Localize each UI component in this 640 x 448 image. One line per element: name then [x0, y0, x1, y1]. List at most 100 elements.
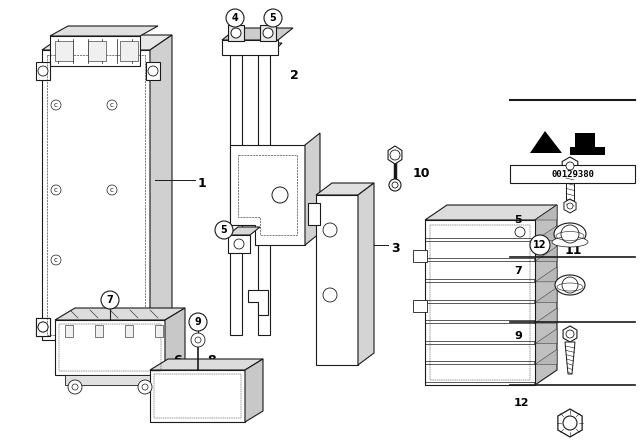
Circle shape	[107, 100, 117, 110]
FancyBboxPatch shape	[42, 50, 150, 340]
Text: 7: 7	[107, 295, 113, 305]
Circle shape	[107, 185, 117, 195]
Text: 10: 10	[413, 167, 431, 180]
Polygon shape	[563, 326, 577, 342]
Circle shape	[138, 380, 152, 394]
FancyBboxPatch shape	[146, 62, 160, 80]
Polygon shape	[230, 43, 254, 55]
Polygon shape	[562, 157, 578, 175]
Circle shape	[189, 313, 207, 331]
Polygon shape	[425, 205, 557, 220]
Text: 1: 1	[198, 177, 207, 190]
Polygon shape	[248, 290, 268, 315]
Text: 11: 11	[565, 244, 582, 257]
Polygon shape	[535, 205, 557, 385]
Text: 5: 5	[269, 13, 276, 23]
Polygon shape	[358, 183, 374, 365]
FancyBboxPatch shape	[150, 370, 245, 422]
FancyBboxPatch shape	[230, 55, 242, 335]
Circle shape	[561, 225, 579, 243]
Polygon shape	[535, 329, 557, 344]
Text: 12: 12	[533, 240, 547, 250]
Polygon shape	[238, 155, 297, 235]
Polygon shape	[558, 409, 582, 437]
FancyBboxPatch shape	[55, 320, 165, 375]
FancyBboxPatch shape	[425, 323, 535, 341]
Polygon shape	[530, 131, 562, 153]
Polygon shape	[230, 145, 305, 245]
Circle shape	[101, 291, 119, 309]
FancyBboxPatch shape	[260, 25, 276, 41]
Polygon shape	[535, 205, 557, 220]
Text: c: c	[54, 257, 58, 263]
Polygon shape	[150, 35, 172, 340]
FancyBboxPatch shape	[258, 55, 270, 335]
Polygon shape	[305, 133, 320, 245]
Text: c: c	[110, 102, 114, 108]
Polygon shape	[258, 43, 282, 55]
Polygon shape	[388, 146, 402, 164]
Circle shape	[38, 322, 48, 332]
Polygon shape	[564, 199, 576, 213]
Circle shape	[215, 221, 233, 239]
Polygon shape	[565, 342, 575, 374]
Circle shape	[191, 333, 205, 347]
FancyBboxPatch shape	[120, 41, 138, 61]
Text: c: c	[54, 187, 58, 193]
Circle shape	[38, 322, 48, 332]
Circle shape	[231, 28, 241, 38]
Circle shape	[392, 182, 398, 188]
Circle shape	[562, 277, 578, 293]
Text: 12: 12	[514, 398, 529, 408]
FancyBboxPatch shape	[36, 62, 50, 80]
FancyBboxPatch shape	[222, 40, 278, 55]
Circle shape	[390, 150, 400, 160]
Text: 3: 3	[391, 241, 399, 254]
FancyBboxPatch shape	[425, 220, 535, 237]
Circle shape	[264, 9, 282, 27]
Circle shape	[142, 384, 148, 390]
FancyBboxPatch shape	[36, 318, 50, 336]
Circle shape	[195, 337, 201, 343]
Polygon shape	[535, 349, 557, 364]
FancyBboxPatch shape	[125, 325, 133, 337]
FancyBboxPatch shape	[228, 25, 244, 41]
Text: 4: 4	[514, 165, 522, 175]
Polygon shape	[535, 226, 557, 241]
Polygon shape	[228, 227, 260, 235]
Ellipse shape	[555, 275, 585, 295]
Text: 00129380: 00129380	[551, 169, 594, 178]
FancyBboxPatch shape	[413, 300, 427, 312]
FancyBboxPatch shape	[50, 36, 140, 66]
Text: 9: 9	[195, 317, 202, 327]
FancyBboxPatch shape	[36, 318, 50, 336]
Polygon shape	[535, 246, 557, 261]
Ellipse shape	[554, 223, 586, 245]
FancyBboxPatch shape	[425, 344, 535, 362]
Polygon shape	[316, 183, 374, 195]
Circle shape	[530, 235, 550, 255]
FancyBboxPatch shape	[413, 250, 427, 262]
FancyBboxPatch shape	[425, 241, 535, 258]
Text: 5: 5	[221, 225, 227, 235]
Polygon shape	[50, 26, 158, 36]
FancyBboxPatch shape	[425, 364, 535, 382]
FancyBboxPatch shape	[308, 203, 320, 225]
Circle shape	[323, 223, 337, 237]
Circle shape	[51, 100, 61, 110]
Circle shape	[323, 288, 337, 302]
FancyBboxPatch shape	[316, 195, 358, 365]
Circle shape	[263, 28, 273, 38]
Text: 8: 8	[208, 353, 216, 366]
FancyBboxPatch shape	[425, 261, 535, 279]
Circle shape	[566, 162, 574, 170]
Polygon shape	[42, 35, 172, 50]
Text: 6: 6	[173, 353, 182, 366]
FancyBboxPatch shape	[510, 165, 635, 183]
FancyBboxPatch shape	[95, 325, 103, 337]
FancyBboxPatch shape	[55, 41, 73, 61]
Circle shape	[234, 239, 244, 249]
Circle shape	[68, 380, 82, 394]
FancyBboxPatch shape	[425, 302, 535, 320]
FancyBboxPatch shape	[425, 282, 535, 300]
